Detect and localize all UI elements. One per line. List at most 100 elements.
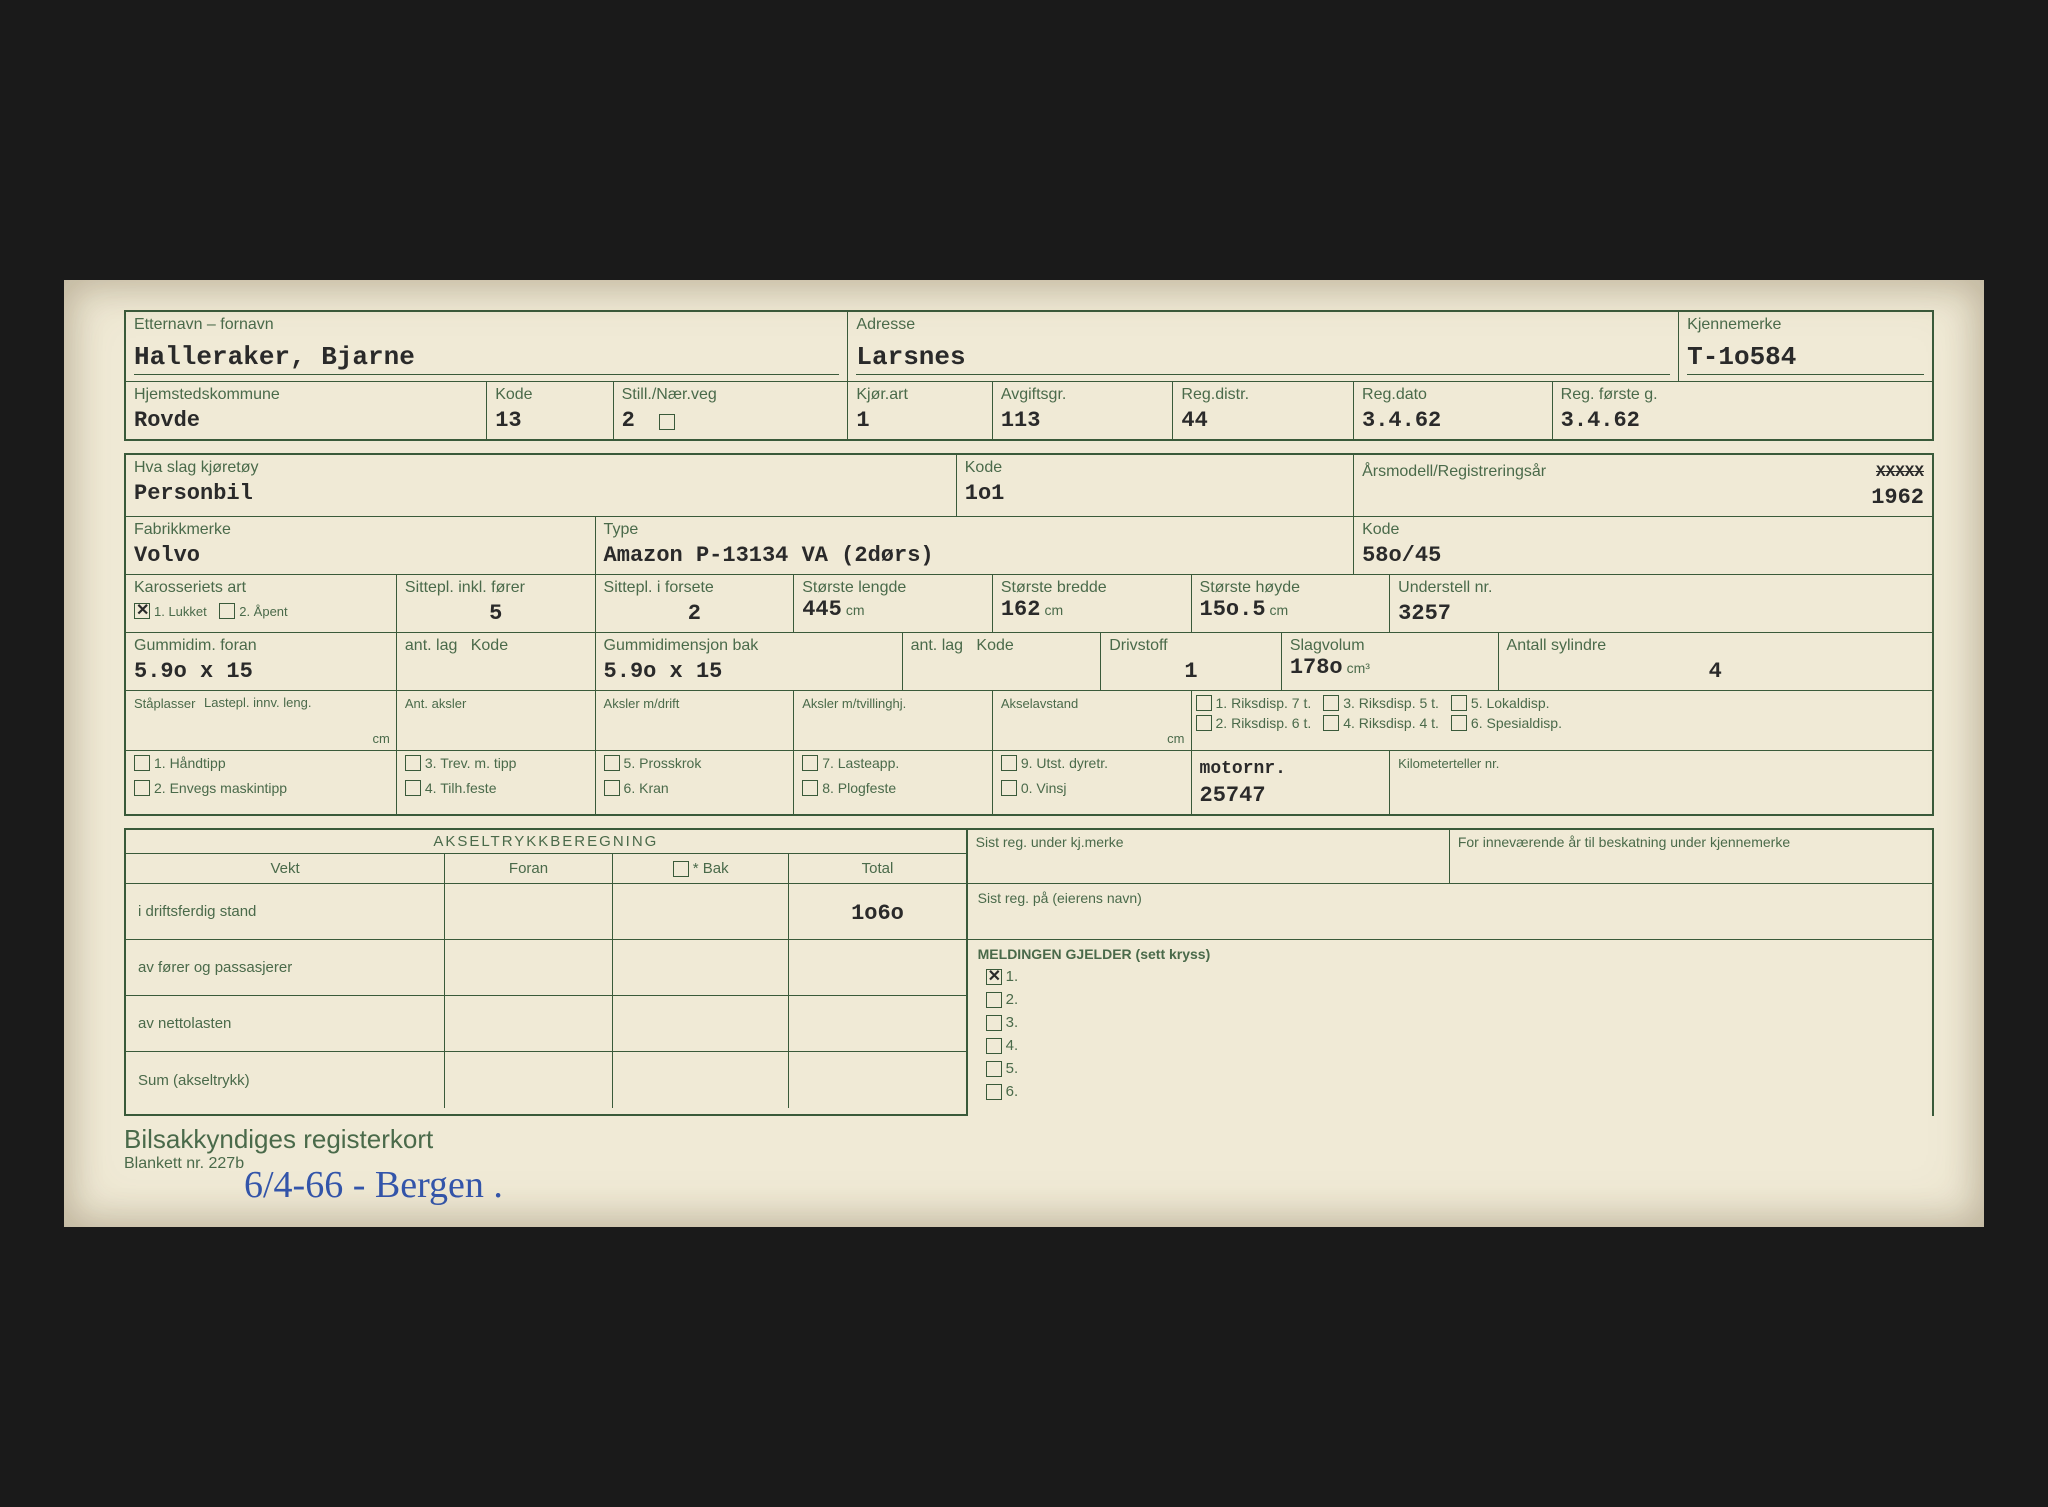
- akslertvilling-label: Aksler m/tvillinghj.: [802, 696, 906, 711]
- staplasser-cell: Ståplasser Lastepl. innv. leng. cm: [126, 690, 397, 750]
- name-label: Etternavn – fornavn: [134, 316, 839, 334]
- kode2-cell: Kode 58o/45: [1354, 516, 1932, 574]
- kaross-label: Karosseriets art: [134, 579, 388, 597]
- kaross-check1[interactable]: [134, 603, 150, 619]
- model-value: Amazon P-13134 VA (2dørs): [604, 543, 1346, 568]
- footer-title: Bilsakkyndiges registerkort: [124, 1124, 1934, 1155]
- akselavstand-cell: Akselavstand cm: [993, 690, 1192, 750]
- disp6-check[interactable]: [1451, 715, 1467, 731]
- kode3-label: Kode: [471, 637, 508, 654]
- disp1-check[interactable]: [1196, 695, 1212, 711]
- meld2-check[interactable]: [986, 992, 1002, 1008]
- eq8: 8. Plogfeste: [822, 780, 896, 796]
- vtype-label: Hva slag kjøretøy: [134, 459, 948, 477]
- eq6-check[interactable]: [604, 780, 620, 796]
- w-row3: av nettolasten: [126, 996, 444, 1052]
- seats-cell: Sittepl. inkl. fører 5: [397, 574, 596, 632]
- disp4-check[interactable]: [1323, 715, 1339, 731]
- registration-card: Etternavn – fornavn Halleraker, Bjarne A…: [64, 280, 1984, 1227]
- disp5-check[interactable]: [1451, 695, 1467, 711]
- model-cell: Type Amazon P-13134 VA (2dørs): [596, 516, 1355, 574]
- regforste-label: Reg. første g.: [1561, 386, 1924, 404]
- plate-label: Kjennemerke: [1687, 316, 1924, 334]
- eq7: 7. Lasteapp.: [822, 755, 899, 771]
- lastepl-label: Lastepl. innv. leng.: [204, 695, 311, 710]
- akselavstand-unit: cm: [1167, 731, 1184, 746]
- disp-unit: cm³: [1347, 660, 1370, 676]
- frontseats-value: 2: [604, 601, 786, 626]
- eq3-check[interactable]: [405, 755, 421, 771]
- eq0-check[interactable]: [1001, 780, 1017, 796]
- kaross-cell: Karosseriets art 1. Lukket 2. Åpent: [126, 574, 397, 632]
- kaross-check2[interactable]: [219, 603, 235, 619]
- kode-cell: Kode 13: [487, 381, 613, 439]
- w-bak4: [613, 1052, 788, 1108]
- akslerdrift-cell: Aksler m/drift: [596, 690, 795, 750]
- kommune-label: Hjemstedskommune: [134, 386, 478, 404]
- disp3-check[interactable]: [1323, 695, 1339, 711]
- seats-label: Sittepl. inkl. fører: [405, 579, 587, 597]
- col-bak: Bak: [703, 860, 729, 877]
- eq4-check[interactable]: [405, 780, 421, 796]
- regdato-cell: Reg.dato 3.4.62: [1354, 381, 1553, 439]
- w-bak1: [613, 884, 788, 940]
- eq0: 0. Vinsj: [1021, 780, 1067, 796]
- regdistr-cell: Reg.distr. 44: [1173, 381, 1354, 439]
- eq9-check[interactable]: [1001, 755, 1017, 771]
- eq5: 5. Prosskrok: [624, 755, 702, 771]
- motor-label: motornr.: [1200, 759, 1382, 779]
- akslerdrift-label: Aksler m/drift: [604, 696, 680, 711]
- equip56-cell: 5. Prosskrok 6. Kran: [596, 750, 795, 814]
- w-total2: [789, 940, 965, 996]
- eq5-check[interactable]: [604, 755, 620, 771]
- plate-value: T-1o584: [1687, 342, 1924, 375]
- name-value: Halleraker, Bjarne: [134, 342, 839, 375]
- model-label: Type: [604, 521, 1346, 539]
- width-value: 162: [1001, 597, 1041, 622]
- bak-check[interactable]: [673, 861, 689, 877]
- eq8-check[interactable]: [802, 780, 818, 796]
- total1-value: 1o6o: [851, 901, 904, 926]
- weight-table: AKSELTRYKKBEREGNING Vekt i driftsferdig …: [124, 828, 966, 1116]
- make-value: Volvo: [134, 543, 587, 568]
- w-bak3: [613, 996, 788, 1052]
- eq2-check[interactable]: [134, 780, 150, 796]
- antlag2-label: ant. lag: [911, 637, 963, 654]
- km-label: Kilometerteller nr.: [1398, 756, 1499, 771]
- cyl-label: Antall sylindre: [1507, 637, 1924, 655]
- eq6: 6. Kran: [624, 780, 669, 796]
- kaross-opt1: 1. Lukket: [154, 604, 207, 619]
- disp5: 5. Lokaldisp.: [1471, 695, 1550, 711]
- kode-value: 13: [495, 408, 604, 433]
- still-label: Still./Nær.veg: [622, 386, 840, 404]
- still-checkbox[interactable]: [659, 414, 675, 430]
- meld4-check[interactable]: [986, 1038, 1002, 1054]
- melding-cell: MELDINGEN GJELDER (sett kryss) 1. 2. 3. …: [966, 940, 1934, 1116]
- antaksler-label: Ant. aksler: [405, 696, 466, 711]
- eq7-check[interactable]: [802, 755, 818, 771]
- weight-title: AKSELTRYKKBEREGNING: [126, 830, 966, 854]
- year-cell: XXXXX Årsmodell/Registreringsår 1962: [1354, 455, 1932, 516]
- meld3-check[interactable]: [986, 1015, 1002, 1031]
- eq1-check[interactable]: [134, 755, 150, 771]
- make-cell: Fabrikkmerke Volvo: [126, 516, 596, 574]
- eq4: 4. Tilh.feste: [425, 780, 497, 796]
- w-foran3: [445, 996, 612, 1052]
- motor-cell: motornr. 25747: [1192, 750, 1391, 814]
- w-foran1: [445, 884, 612, 940]
- vehicle-section: Hva slag kjøretøy Personbil Kode 1o1 XXX…: [124, 453, 1934, 816]
- meld6-check[interactable]: [986, 1084, 1002, 1100]
- w-foran4: [445, 1052, 612, 1108]
- length-value: 445: [802, 597, 842, 622]
- eq3: 3. Trev. m. tipp: [425, 755, 517, 771]
- width-unit: cm: [1044, 602, 1063, 618]
- w-total4: [789, 1052, 965, 1108]
- meld5-check[interactable]: [986, 1061, 1002, 1077]
- disp2: 2. Riksdisp. 6 t.: [1216, 715, 1312, 731]
- meld1-check[interactable]: [986, 969, 1002, 985]
- regdistr-label: Reg.distr.: [1181, 386, 1345, 404]
- disp2-check[interactable]: [1196, 715, 1212, 731]
- eq2: 2. Envegs maskintipp: [154, 780, 287, 796]
- address-label: Adresse: [856, 316, 1670, 334]
- vkode-cell: Kode 1o1: [957, 455, 1354, 516]
